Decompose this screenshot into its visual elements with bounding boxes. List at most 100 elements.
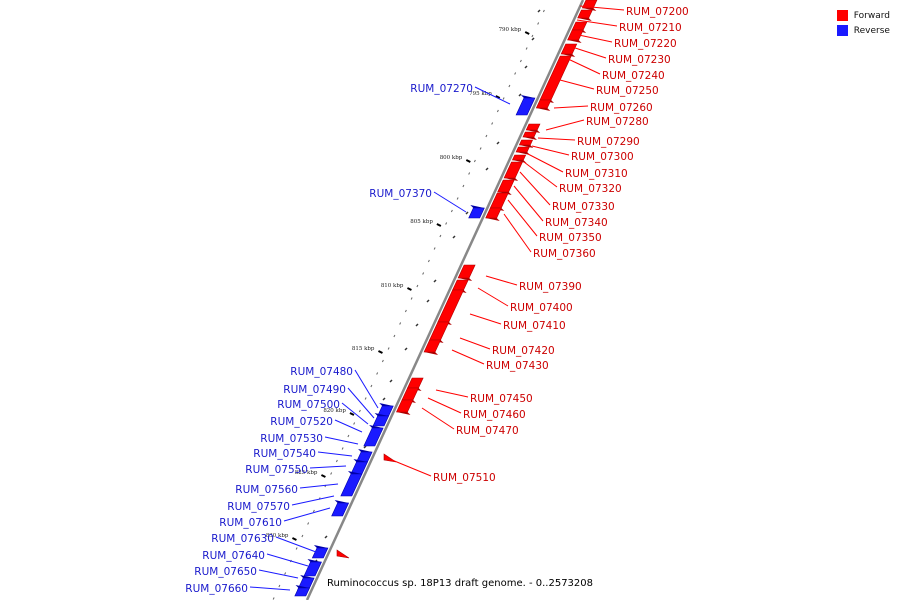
reverse-swatch <box>836 25 848 36</box>
svg-text:RUM_07410: RUM_07410 <box>503 320 566 332</box>
forward-gene-label: RUM_07450 <box>435 389 533 405</box>
guide-tick <box>537 9 541 13</box>
forward-gene-block <box>560 43 578 57</box>
tick-label: 825 kbp <box>295 470 318 476</box>
minor-tick <box>301 534 304 538</box>
minor-tick <box>479 147 482 150</box>
svg-text:RUM_07390: RUM_07390 <box>519 281 582 293</box>
svg-text:RUM_07370: RUM_07370 <box>369 188 432 200</box>
reverse-gene-label: RUM_07500 <box>277 399 369 425</box>
minor-tick <box>416 284 419 288</box>
minor-tick <box>335 459 338 463</box>
reverse-gene-label: RUM_07480 <box>290 366 379 409</box>
genes-layer <box>294 0 598 597</box>
svg-text:RUM_07660: RUM_07660 <box>185 583 248 595</box>
forward-gene-label: RUM_07240 <box>565 57 665 82</box>
forward-gene-label: RUM_07460 <box>427 397 526 421</box>
minor-tick <box>278 584 281 588</box>
svg-text:RUM_07260: RUM_07260 <box>590 102 653 114</box>
major-tick <box>406 287 412 291</box>
forward-gene-block <box>518 139 534 148</box>
forward-gene-block <box>577 9 593 21</box>
reverse-gene-block <box>311 545 329 559</box>
minor-tick <box>468 172 471 175</box>
forward-gene-label: RUM_07300 <box>531 145 634 163</box>
minor-tick <box>496 109 499 113</box>
minor-tick <box>341 447 344 450</box>
svg-text:RUM_07240: RUM_07240 <box>602 70 665 82</box>
minor-tick <box>410 297 413 300</box>
svg-text:RUM_07460: RUM_07460 <box>463 409 526 421</box>
svg-text:RUM_07510: RUM_07510 <box>433 472 496 484</box>
minor-tick <box>307 522 310 525</box>
minor-tick <box>284 572 287 575</box>
forward-gene-label: RUM_07290 <box>537 136 640 148</box>
svg-text:RUM_07450: RUM_07450 <box>470 393 533 405</box>
forward-gene-label: RUM_07320 <box>523 161 622 195</box>
forward-gene-label: RUM_07390 <box>485 275 582 293</box>
svg-text:RUM_07230: RUM_07230 <box>608 54 671 66</box>
forward-gene-block <box>485 207 502 221</box>
guide-tick <box>531 37 535 41</box>
forward-gene-block <box>515 146 531 155</box>
reverse-gene-label: RUM_07650 <box>194 566 299 579</box>
major-tick <box>378 350 383 354</box>
guide-tick <box>518 93 522 97</box>
svg-text:RUM_07570: RUM_07570 <box>227 501 290 513</box>
minor-tick <box>376 372 379 375</box>
minor-tick <box>370 384 373 388</box>
svg-text:RUM_07640: RUM_07640 <box>202 550 265 562</box>
major-tick <box>524 31 530 35</box>
minor-tick <box>519 59 522 63</box>
minor-tick <box>358 409 361 413</box>
svg-text:RUM_07560: RUM_07560 <box>235 484 298 496</box>
svg-text:RUM_07540: RUM_07540 <box>253 448 316 460</box>
forward-gene-label: RUM_07260 <box>553 102 653 114</box>
svg-text:RUM_07350: RUM_07350 <box>539 232 602 244</box>
svg-text:RUM_07220: RUM_07220 <box>614 38 677 50</box>
minor-tick <box>381 359 384 363</box>
forward-gene-label: RUM_07360 <box>503 213 596 260</box>
reverse-gene-label: RUM_07560 <box>235 483 339 496</box>
forward-gene-label: RUM_07200 <box>579 5 689 18</box>
labels-layer: RUM_07200 RUM_07210 RUM_07220 RUM_07230 RUM_… <box>185 5 689 595</box>
major-tick <box>465 159 471 163</box>
tick-label: 800 kbp <box>440 155 463 161</box>
guide-tick <box>382 397 386 401</box>
forward-gene-block <box>581 0 598 11</box>
guide-tick <box>389 379 393 383</box>
forward-gene-block <box>511 154 527 163</box>
guide-tick <box>324 535 328 539</box>
forward-gene-label: RUM_07400 <box>477 287 573 314</box>
major-tick <box>436 223 442 227</box>
svg-text:RUM_07270: RUM_07270 <box>410 83 473 95</box>
guide-tick <box>404 347 408 351</box>
guide-tick <box>452 235 456 239</box>
reverse-gene-label: RUM_07630 <box>211 533 317 553</box>
svg-text:RUM_07530: RUM_07530 <box>260 433 323 445</box>
svg-text:RUM_07550: RUM_07550 <box>245 464 308 476</box>
minor-tick <box>404 309 407 313</box>
forward-gene-label: RUM_07210 <box>576 19 682 34</box>
forward-gene-label: RUM_07430 <box>451 349 549 372</box>
reverse-gene-label: RUM_07370 <box>369 188 467 213</box>
guide-tick <box>496 141 500 145</box>
tick-label: 830 kbp <box>266 533 289 539</box>
svg-text:RUM_07420: RUM_07420 <box>492 345 555 357</box>
minor-tick <box>387 347 390 350</box>
reverse-gene-label: RUM_07540 <box>253 448 353 460</box>
guide-tick <box>524 65 528 69</box>
minor-tick <box>531 34 534 38</box>
guide-tick <box>465 211 469 215</box>
forward-gene-label: RUM_07330 <box>519 171 615 213</box>
minor-tick <box>542 9 545 13</box>
svg-text:RUM_07360: RUM_07360 <box>533 248 596 260</box>
forward-gene-block <box>525 123 541 133</box>
major-tick <box>291 537 297 541</box>
svg-text:RUM_07290: RUM_07290 <box>577 136 640 148</box>
forward-gene-label: RUM_07310 <box>527 153 628 180</box>
minor-tick <box>485 134 488 138</box>
minor-tick <box>353 422 356 425</box>
minor-tick <box>445 222 448 225</box>
